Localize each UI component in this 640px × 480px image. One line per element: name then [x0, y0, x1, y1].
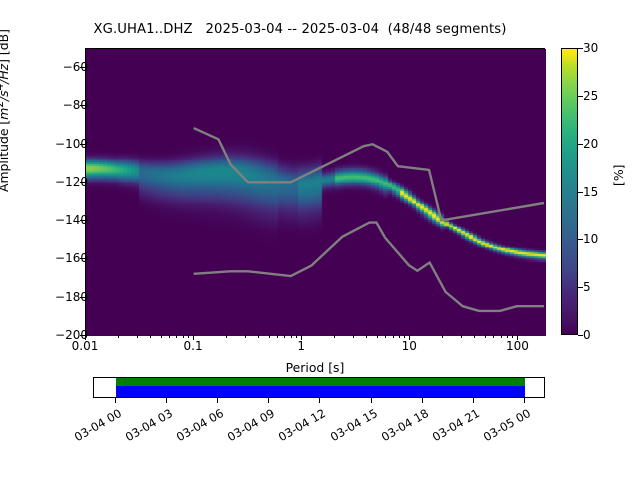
- timeline-tick-mark: [166, 398, 168, 403]
- x-minor-tick: [366, 335, 368, 338]
- x-major-tick: [409, 335, 411, 340]
- timeline-tick-mark: [114, 398, 116, 403]
- x-minor-tick: [460, 335, 462, 338]
- y-tick-label: −160: [55, 251, 88, 266]
- y-tick-label: −120: [55, 174, 88, 189]
- data-coverage-band: [115, 386, 525, 397]
- y-tick-mark: [80, 296, 85, 298]
- colorbar-tick-label: 15: [583, 184, 599, 199]
- timeline-tick-mark: [217, 398, 219, 403]
- y-tick-label: −200: [55, 328, 88, 342]
- noise-model-curves: [193, 126, 544, 313]
- x-minor-tick: [188, 335, 190, 338]
- y-tick-mark: [80, 143, 85, 145]
- x-minor-tick: [296, 335, 298, 338]
- y-axis-label: Amplitude [m2/s4/Hz] [dB]: [0, 29, 12, 192]
- x-minor-tick: [506, 335, 508, 338]
- timeline-coverage-bar[interactable]: [93, 377, 545, 398]
- x-minor-tick: [277, 335, 279, 338]
- colorbar: [561, 48, 578, 335]
- x-minor-tick: [284, 335, 286, 338]
- y-tick-mark: [80, 220, 85, 222]
- x-tick-label: 100: [505, 339, 529, 353]
- x-minor-tick: [258, 335, 260, 338]
- x-minor-tick: [333, 335, 335, 338]
- x-tick-label: 1: [297, 339, 306, 353]
- x-minor-tick: [150, 335, 152, 338]
- colorbar-tick-mark: [578, 48, 583, 49]
- y-tick-label: −100: [55, 136, 88, 151]
- x-minor-tick: [268, 335, 270, 338]
- x-major-tick: [301, 335, 303, 340]
- x-minor-tick: [484, 335, 486, 338]
- timeline-tick-mark: [370, 398, 372, 403]
- timeline-tick-mark: [472, 398, 474, 403]
- y-tick-mark: [80, 335, 85, 336]
- high-noise-model-curve: [193, 126, 544, 222]
- x-major-tick: [517, 335, 519, 340]
- timeline-tick-mark: [421, 398, 423, 403]
- timeline-tick-mark: [523, 398, 525, 403]
- x-minor-tick: [474, 335, 476, 338]
- colorbar-tick-mark: [578, 95, 583, 97]
- colorbar-tick-mark: [578, 335, 583, 336]
- x-minor-tick: [376, 335, 378, 338]
- y-tick-label: −140: [55, 213, 88, 228]
- colorbar-tick-mark: [578, 191, 583, 193]
- psd-segment-band: [115, 378, 525, 386]
- x-minor-tick: [244, 335, 246, 338]
- x-minor-tick: [290, 335, 292, 338]
- timeline-tick-mark: [268, 398, 270, 403]
- colorbar-tick-label: 5: [583, 280, 591, 295]
- y-tick-mark: [80, 258, 85, 260]
- x-tick-label: 0.1: [183, 339, 203, 353]
- colorbar-tick-mark: [578, 143, 583, 145]
- y-tick-label: −180: [55, 289, 88, 304]
- x-minor-tick: [169, 335, 171, 338]
- x-minor-tick: [182, 335, 184, 338]
- x-tick-label: 0.01: [71, 339, 99, 353]
- x-major-tick: [85, 335, 86, 340]
- x-minor-tick: [500, 335, 502, 338]
- y-tick-mark: [80, 67, 85, 69]
- x-minor-tick: [398, 335, 400, 338]
- x-minor-tick: [441, 335, 443, 338]
- y-tick-label: −80: [62, 98, 88, 113]
- x-minor-tick: [404, 335, 406, 338]
- psd-density-heatmap: [86, 49, 546, 336]
- x-minor-tick: [160, 335, 162, 338]
- x-minor-tick: [225, 335, 227, 338]
- x-minor-tick: [176, 335, 178, 338]
- x-tick-label: 10: [401, 339, 417, 353]
- plot-title: XG.UHA1..DHZ 2025-03-04 -- 2025-03-04 (4…: [93, 22, 507, 37]
- colorbar-tick-mark: [578, 239, 583, 241]
- low-noise-model-curve: [193, 221, 544, 313]
- y-tick-mark: [80, 181, 85, 183]
- colorbar-tick-mark: [578, 287, 583, 289]
- colorbar-label: [%]: [611, 164, 626, 186]
- x-major-tick: [193, 335, 195, 340]
- colorbar-tick-label: 10: [583, 232, 599, 247]
- colorbar-tick-label: 25: [583, 88, 599, 103]
- colorbar-tick-label: 30: [583, 41, 599, 55]
- x-minor-tick: [493, 335, 495, 338]
- ppsd-axes: [85, 48, 546, 336]
- colorbar-tick-label: 20: [583, 136, 599, 151]
- x-minor-tick: [512, 335, 514, 338]
- y-tick-label: −60: [62, 60, 88, 75]
- x-minor-tick: [117, 335, 119, 338]
- timeline-tick-mark: [319, 398, 321, 403]
- y-tick-mark: [80, 105, 85, 107]
- x-minor-tick: [352, 335, 354, 338]
- x-minor-tick: [392, 335, 394, 338]
- colorbar-tick-label: 0: [583, 328, 591, 342]
- x-minor-tick: [136, 335, 138, 338]
- x-axis-label: Period [s]: [285, 360, 345, 375]
- x-minor-tick: [385, 335, 387, 338]
